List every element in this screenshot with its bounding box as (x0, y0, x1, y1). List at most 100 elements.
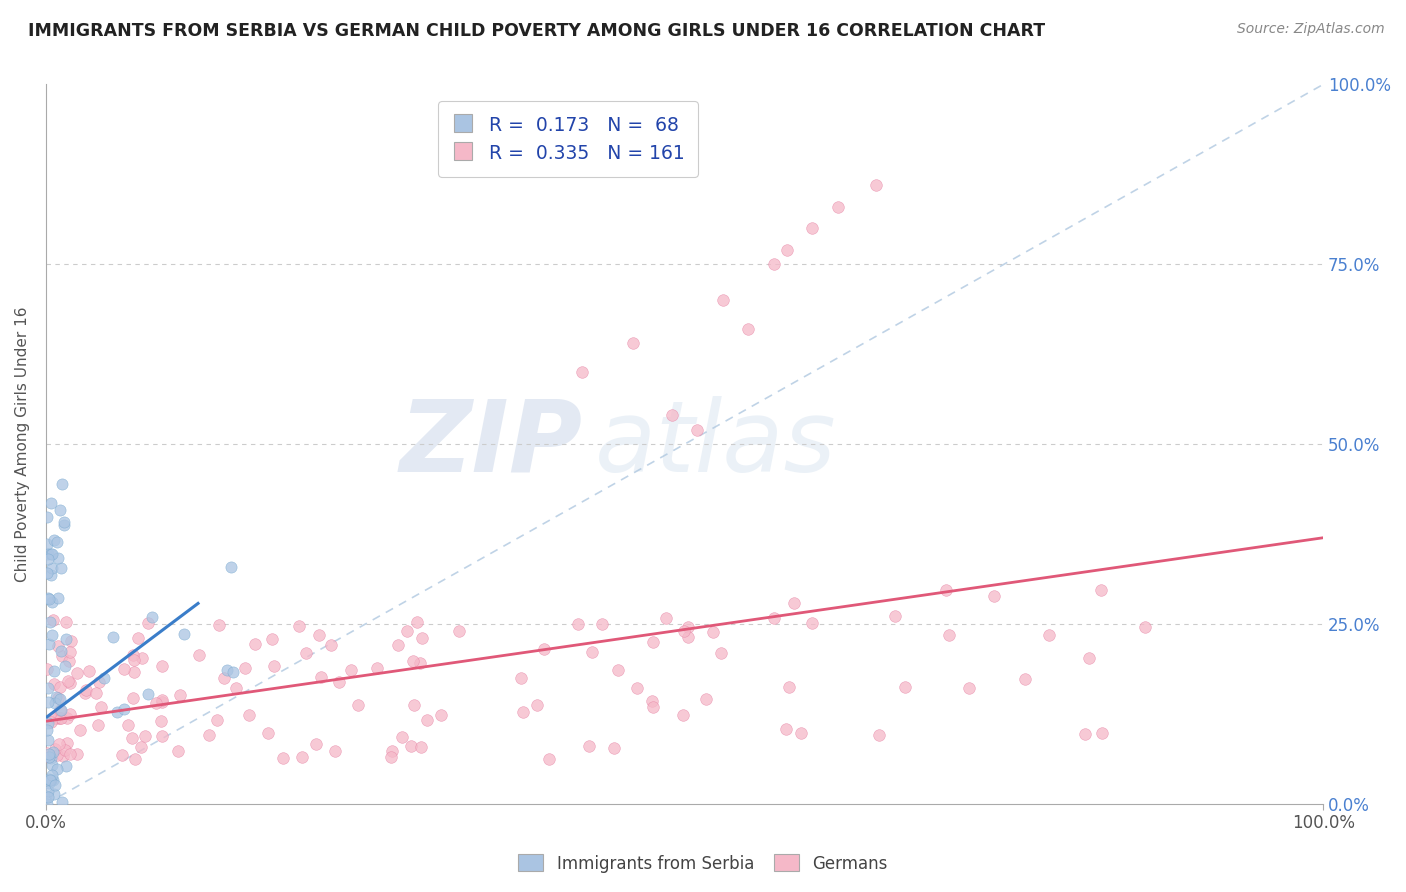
Point (291, 750, 314, 764)
Point (402, 654, 425, 668)
Point (48, 503, 70, 517)
Point (51, 649, 73, 664)
Point (894, 680, 917, 694)
Point (884, 609, 907, 624)
Point (121, 731, 143, 746)
Point (48, 737, 70, 751)
Point (676, 620, 699, 634)
Point (46, 550, 69, 565)
Point (38, 750, 60, 764)
Point (38, 637, 60, 651)
Point (48, 690, 70, 705)
Point (44, 787, 66, 801)
Point (49, 711, 72, 725)
Point (626, 681, 648, 695)
Point (45, 762, 67, 776)
Point (763, 611, 786, 625)
Point (136, 687, 159, 701)
Point (173, 627, 195, 641)
Point (122, 691, 145, 706)
Point (124, 752, 146, 766)
Point (117, 718, 139, 732)
Point (38, 750, 60, 764)
Point (776, 243, 799, 257)
Point (260, 632, 283, 647)
Point (449, 624, 471, 638)
Point (591, 617, 613, 632)
Point (55, 632, 77, 647)
Point (238, 707, 260, 722)
Point (865, 178, 887, 193)
Point (526, 698, 548, 712)
Point (37, 591, 59, 605)
Point (150, 729, 173, 743)
Point (37, 695, 59, 709)
Point (775, 722, 797, 736)
Point (141, 609, 163, 624)
Point (41, 595, 63, 609)
Point (509, 671, 531, 685)
Text: IMMIGRANTS FROM SERBIA VS GERMAN CHILD POVERTY AMONG GIRLS UNDER 16 CORRELATION : IMMIGRANTS FROM SERBIA VS GERMAN CHILD P… (28, 22, 1045, 40)
Point (257, 725, 280, 739)
Point (52, 517, 75, 532)
Point (512, 705, 534, 719)
Point (59, 645, 82, 659)
Point (42, 533, 65, 547)
Point (41, 767, 63, 781)
Point (35, 797, 58, 811)
Point (643, 700, 665, 714)
Point (533, 642, 555, 657)
Point (938, 628, 960, 642)
Point (49, 680, 72, 694)
Text: Source: ZipAtlas.com: Source: ZipAtlas.com (1237, 22, 1385, 37)
Point (73, 685, 96, 699)
Point (309, 669, 332, 683)
Point (37, 566, 59, 580)
Point (827, 200, 849, 214)
Point (623, 336, 645, 351)
Point (169, 688, 191, 702)
Point (801, 616, 824, 631)
Point (49, 702, 72, 716)
Point (319, 638, 342, 652)
Point (271, 751, 294, 765)
Point (48, 591, 70, 605)
Point (39, 772, 62, 787)
Point (235, 661, 257, 675)
Text: ZIP: ZIP (399, 396, 582, 492)
Point (415, 713, 437, 727)
Point (35, 509, 58, 524)
Point (39, 496, 62, 510)
Point (38, 615, 60, 630)
Point (38, 747, 60, 762)
Point (39, 714, 62, 729)
Point (53, 658, 76, 673)
Point (41, 561, 63, 575)
Point (581, 645, 603, 659)
Point (672, 624, 695, 638)
Point (387, 638, 409, 652)
Point (208, 618, 231, 632)
Point (37, 732, 59, 747)
Point (35, 789, 58, 803)
Point (217, 664, 239, 678)
Point (37, 537, 59, 551)
Text: atlas: atlas (595, 396, 837, 492)
Point (983, 590, 1005, 604)
Point (710, 646, 733, 660)
Point (51, 477, 73, 491)
Point (38, 772, 60, 786)
Point (205, 713, 228, 727)
Point (112, 702, 135, 716)
Point (654, 611, 676, 625)
Point (1074, 726, 1097, 740)
Point (39, 568, 62, 582)
Legend: Immigrants from Serbia, Germans: Immigrants from Serbia, Germans (512, 847, 894, 880)
Point (737, 322, 759, 336)
Point (37, 747, 59, 761)
Point (46, 640, 69, 654)
Point (42, 677, 65, 691)
Point (409, 740, 432, 755)
Point (606, 663, 628, 677)
Point (308, 627, 330, 641)
